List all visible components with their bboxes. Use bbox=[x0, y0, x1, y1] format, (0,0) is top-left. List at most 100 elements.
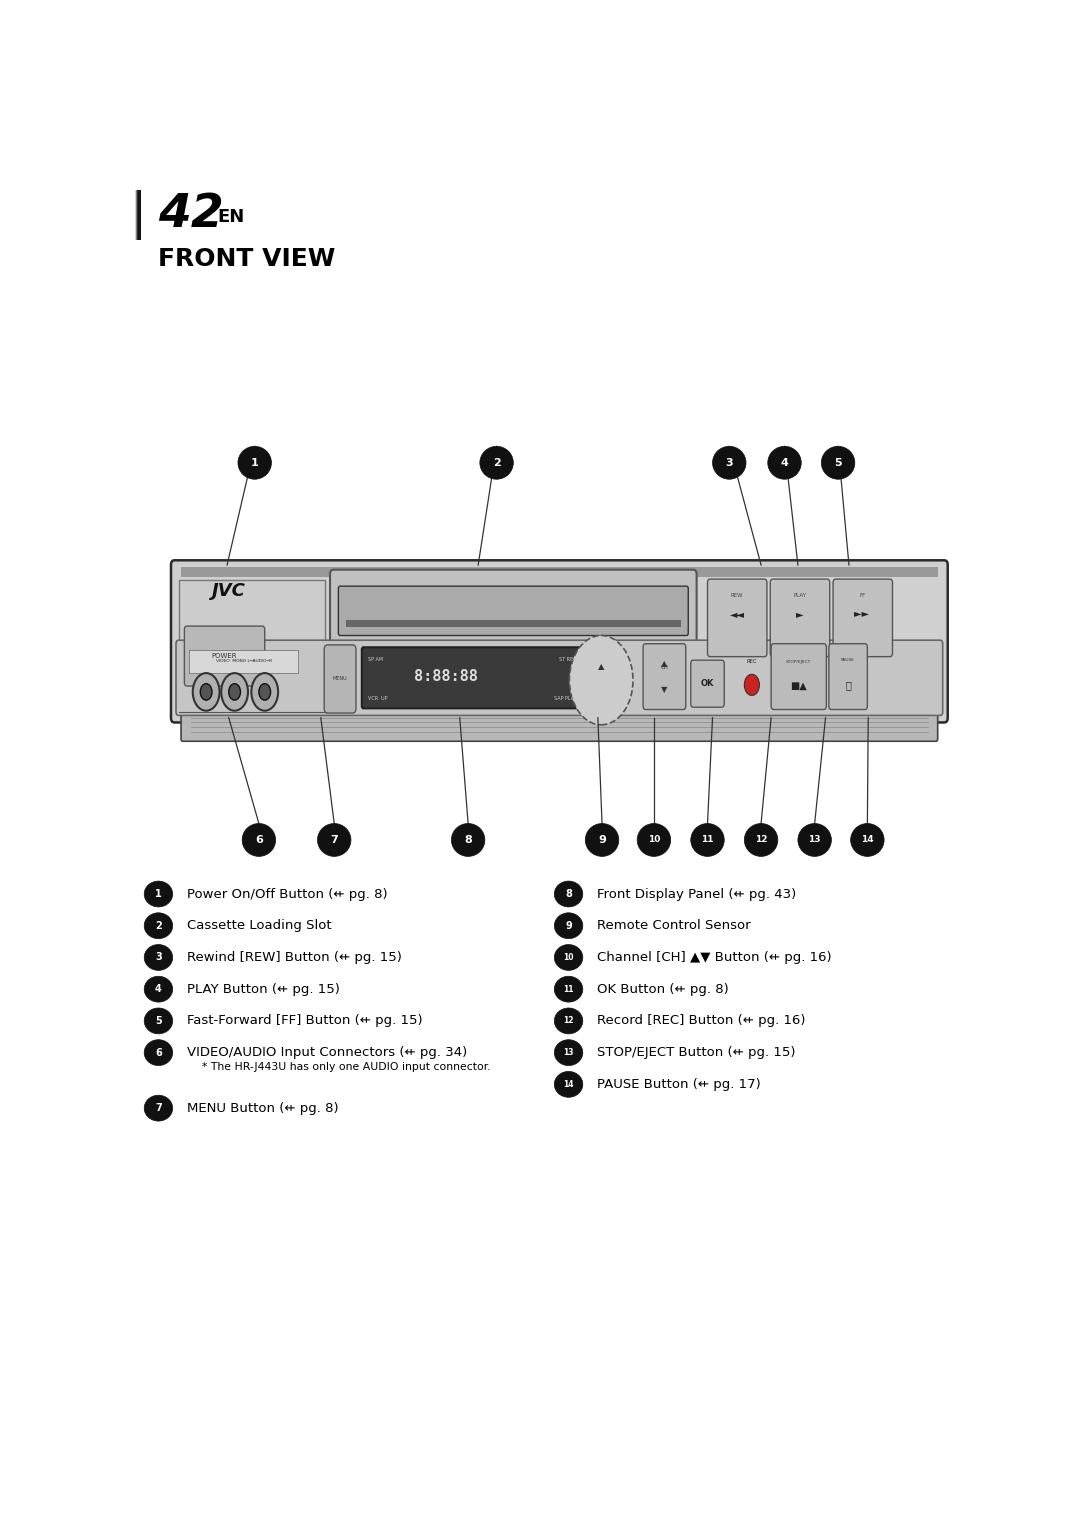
Bar bbox=[136, 191, 140, 240]
Bar bbox=[135, 191, 139, 240]
Bar bbox=[136, 191, 139, 240]
Text: ◄◄: ◄◄ bbox=[730, 609, 745, 620]
Bar bbox=[135, 191, 139, 240]
Bar bbox=[136, 191, 139, 240]
Text: FRONT VIEW: FRONT VIEW bbox=[159, 247, 336, 272]
Bar bbox=[136, 191, 140, 240]
Bar bbox=[137, 191, 140, 240]
Bar bbox=[135, 191, 139, 240]
Bar bbox=[136, 191, 140, 240]
FancyBboxPatch shape bbox=[324, 645, 356, 713]
Bar bbox=[136, 191, 140, 240]
Text: JVC: JVC bbox=[212, 581, 246, 600]
Bar bbox=[136, 191, 140, 240]
Bar bbox=[137, 191, 140, 240]
Text: ▲: ▲ bbox=[598, 662, 605, 671]
Bar bbox=[137, 191, 141, 240]
FancyBboxPatch shape bbox=[833, 578, 892, 656]
Text: REW: REW bbox=[731, 592, 743, 598]
Text: Channel [CH] ▲▼ Button (⇷ pg. 16): Channel [CH] ▲▼ Button (⇷ pg. 16) bbox=[597, 951, 832, 964]
Bar bbox=[137, 191, 140, 240]
Ellipse shape bbox=[145, 945, 173, 971]
Bar bbox=[136, 191, 139, 240]
Circle shape bbox=[200, 684, 212, 700]
Ellipse shape bbox=[145, 1096, 173, 1122]
Bar bbox=[137, 191, 141, 240]
Bar bbox=[136, 191, 140, 240]
Bar bbox=[136, 191, 139, 240]
Bar bbox=[135, 191, 139, 240]
Bar bbox=[136, 191, 139, 240]
Bar bbox=[135, 191, 139, 240]
Bar bbox=[137, 191, 140, 240]
Bar bbox=[137, 191, 140, 240]
Bar bbox=[137, 191, 140, 240]
Bar bbox=[137, 191, 140, 240]
Bar bbox=[137, 191, 140, 240]
Bar bbox=[137, 191, 140, 240]
Bar bbox=[136, 191, 140, 240]
Bar bbox=[135, 191, 139, 240]
Bar bbox=[136, 191, 140, 240]
Bar bbox=[137, 191, 140, 240]
Bar bbox=[137, 191, 141, 240]
Bar bbox=[137, 191, 140, 240]
Bar bbox=[135, 191, 139, 240]
Bar bbox=[136, 191, 140, 240]
Bar bbox=[137, 191, 140, 240]
Bar bbox=[136, 191, 139, 240]
Bar bbox=[137, 191, 140, 240]
Bar bbox=[136, 191, 140, 240]
Bar bbox=[136, 191, 139, 240]
Text: 6: 6 bbox=[255, 835, 262, 845]
Bar bbox=[137, 191, 141, 240]
Ellipse shape bbox=[713, 446, 746, 479]
Bar bbox=[137, 191, 140, 240]
Bar bbox=[137, 191, 140, 240]
Bar bbox=[136, 191, 139, 240]
Bar bbox=[137, 191, 141, 240]
Bar bbox=[181, 568, 937, 577]
Text: 5: 5 bbox=[156, 1016, 162, 1025]
Text: 3: 3 bbox=[156, 952, 162, 963]
Bar bbox=[137, 191, 140, 240]
Bar bbox=[136, 191, 140, 240]
Bar bbox=[138, 191, 141, 240]
Bar bbox=[137, 191, 140, 240]
Text: Rewind [REW] Button (⇷ pg. 15): Rewind [REW] Button (⇷ pg. 15) bbox=[187, 951, 402, 964]
Bar bbox=[136, 191, 140, 240]
Bar bbox=[137, 191, 140, 240]
Bar bbox=[135, 191, 138, 240]
Bar bbox=[136, 191, 139, 240]
FancyBboxPatch shape bbox=[770, 578, 829, 656]
Bar bbox=[137, 191, 140, 240]
Circle shape bbox=[252, 673, 279, 711]
Text: Power On/Off Button (⇷ pg. 8): Power On/Off Button (⇷ pg. 8) bbox=[187, 888, 388, 900]
Ellipse shape bbox=[637, 824, 671, 856]
Bar bbox=[137, 191, 140, 240]
Bar bbox=[135, 191, 139, 240]
Text: MENU: MENU bbox=[333, 676, 348, 682]
Text: 42: 42 bbox=[159, 192, 225, 238]
Bar bbox=[135, 191, 139, 240]
Bar bbox=[137, 191, 141, 240]
FancyBboxPatch shape bbox=[181, 707, 937, 742]
Bar bbox=[136, 191, 139, 240]
Bar bbox=[135, 191, 138, 240]
Bar bbox=[135, 191, 138, 240]
Bar bbox=[137, 191, 140, 240]
Bar bbox=[137, 191, 140, 240]
Bar bbox=[137, 191, 140, 240]
Bar bbox=[135, 191, 139, 240]
Text: 12: 12 bbox=[564, 1016, 573, 1025]
Bar bbox=[137, 191, 140, 240]
FancyBboxPatch shape bbox=[691, 661, 725, 707]
Text: VIDEO  MONO L─AUDIO─R: VIDEO MONO L─AUDIO─R bbox=[216, 659, 272, 664]
FancyBboxPatch shape bbox=[828, 644, 867, 710]
Bar bbox=[138, 191, 141, 240]
Bar bbox=[135, 191, 139, 240]
Bar bbox=[136, 191, 139, 240]
Bar bbox=[136, 191, 140, 240]
Bar bbox=[135, 191, 139, 240]
Bar bbox=[136, 191, 139, 240]
